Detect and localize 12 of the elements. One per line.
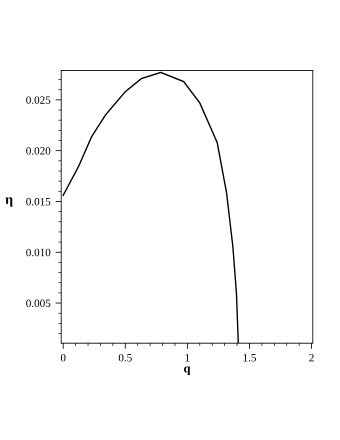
y-tick-label: 0.025: [26, 96, 50, 104]
x-tick-label: 1.5: [244, 354, 256, 362]
x-tick-label: 0.5: [118, 354, 132, 362]
x-axis-title: q: [184, 366, 190, 376]
y-tick-label: 0.015: [26, 198, 50, 206]
x-tick-label: 0: [60, 354, 66, 362]
y-tick-label: 0.005: [26, 300, 50, 308]
x-tick-label: 1: [186, 354, 190, 362]
x-tick-label: 2: [309, 354, 314, 362]
y-axis-title: η: [5, 197, 12, 207]
y-tick-label: 0.010: [26, 248, 50, 256]
y-tick-label: 0.020: [26, 147, 50, 155]
